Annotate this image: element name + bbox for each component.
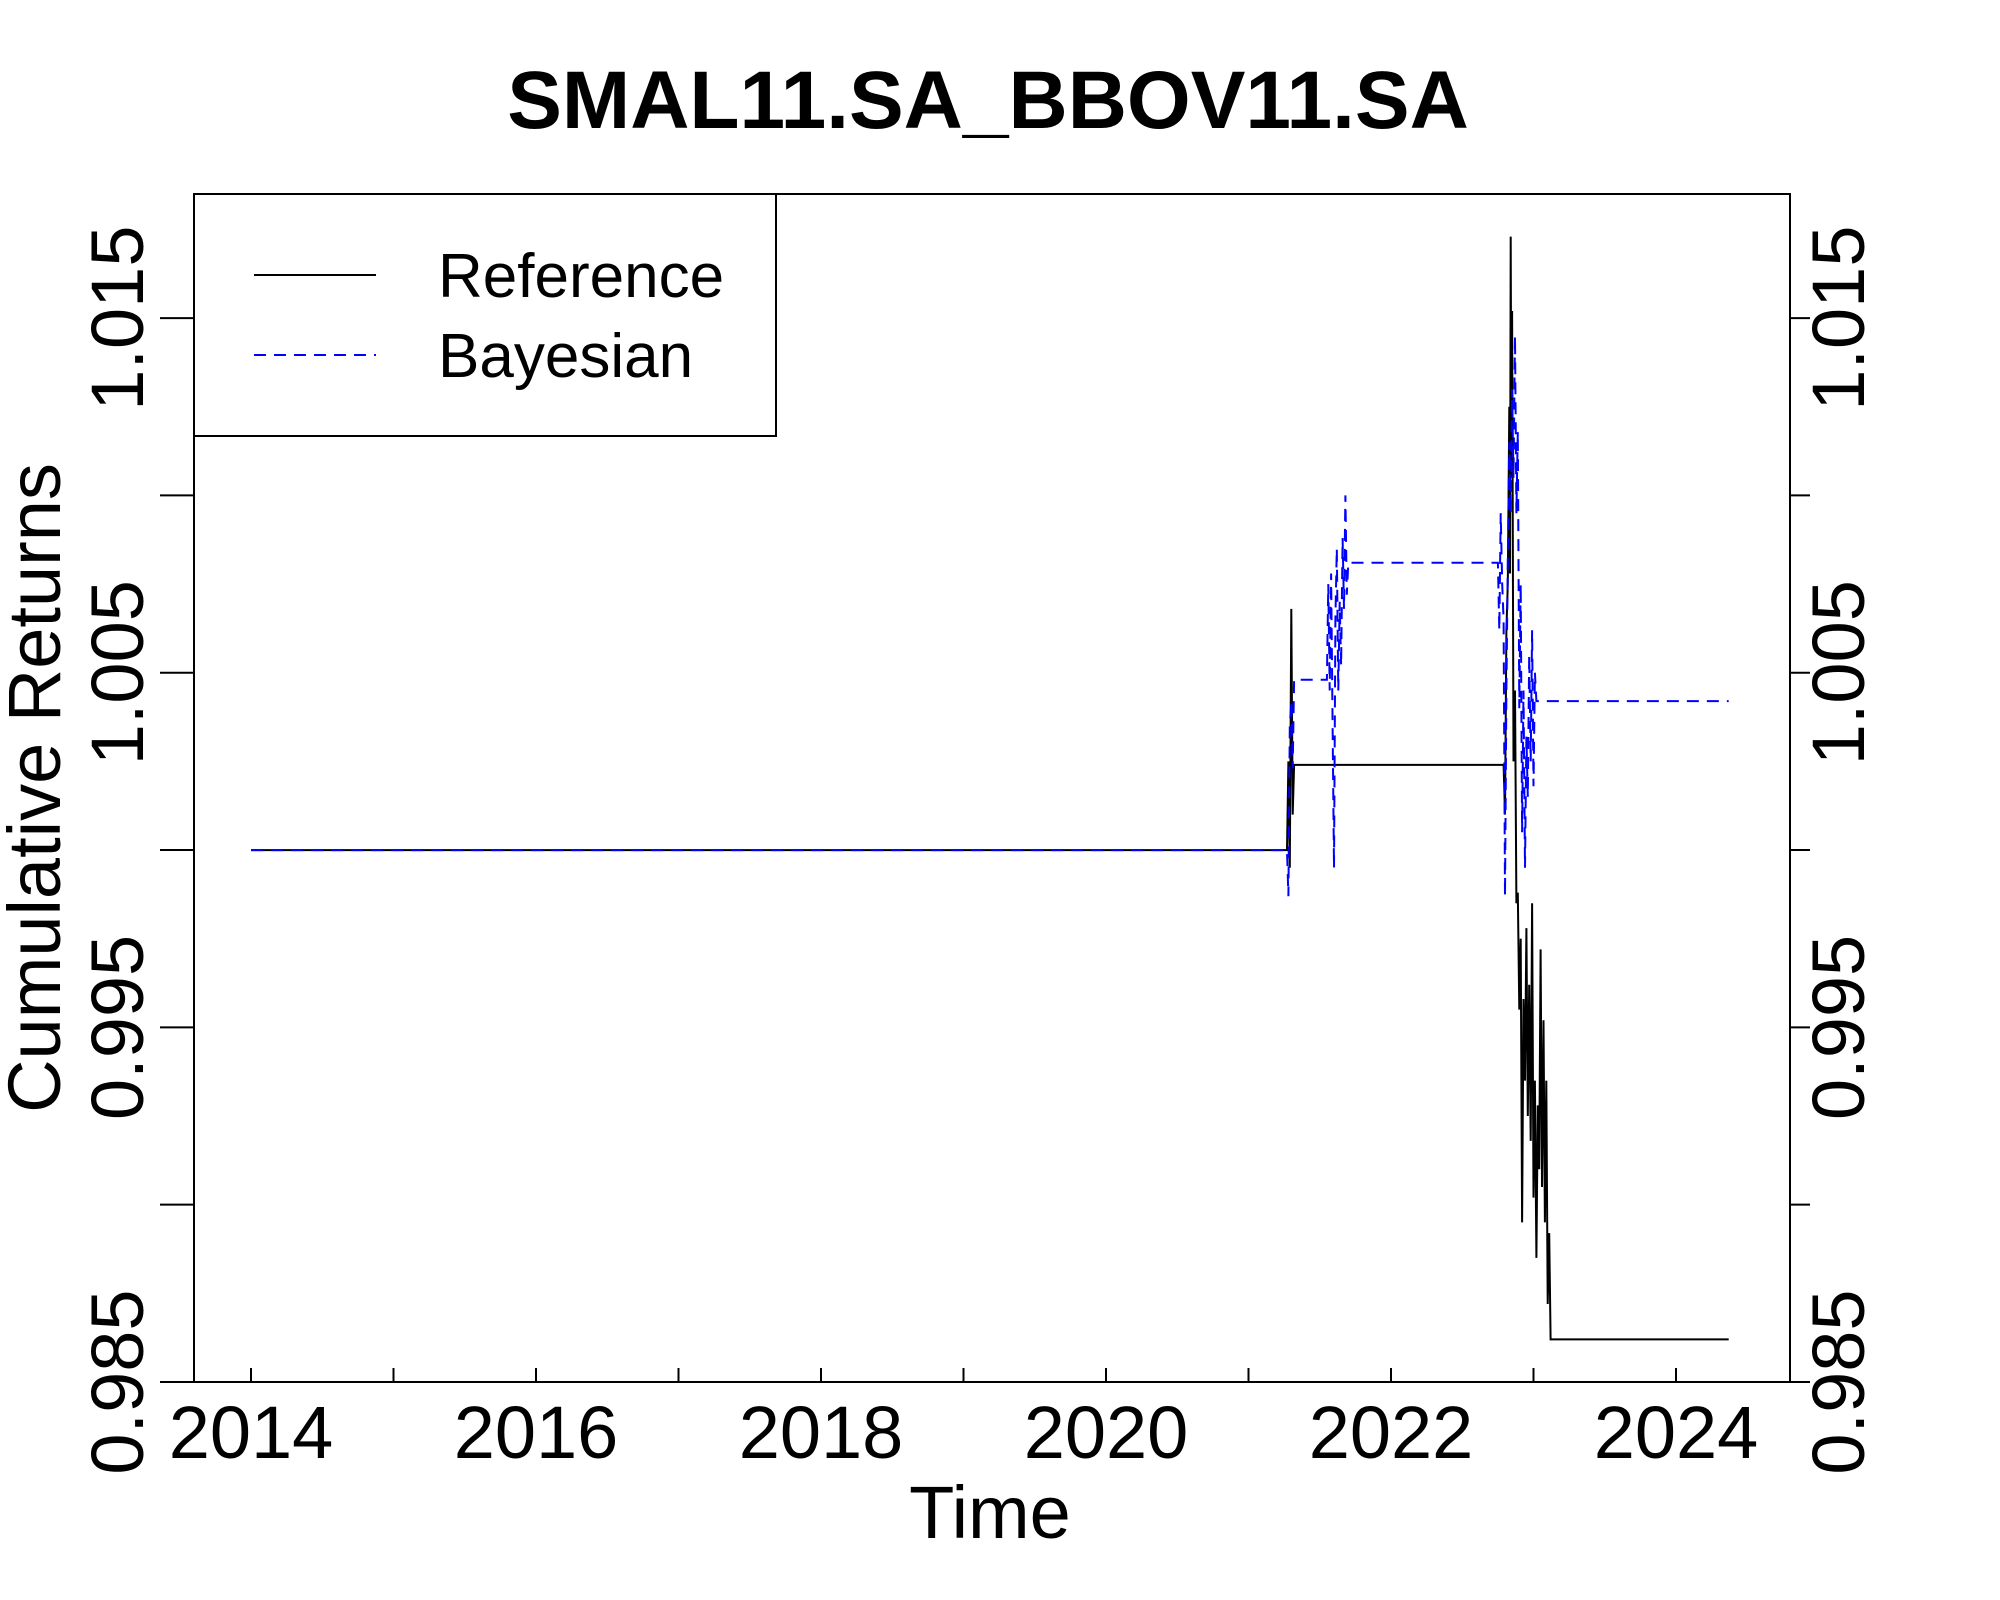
x-tick-label: 2022: [1309, 1391, 1474, 1474]
y-tick-label-left: 1.005: [76, 580, 159, 765]
y-axis-right: 0.985 0.995 1.005 1.015: [1790, 226, 1880, 1475]
x-axis: 2014 2016 2018 2020 2022 2024: [169, 1368, 1759, 1474]
plot-frame: [193, 193, 1791, 1383]
x-tick-label: 2014: [169, 1391, 334, 1474]
y-tick-label-right: 1.005: [1797, 580, 1880, 765]
y-tick-label-right: 1.015: [1797, 226, 1880, 411]
y-tick-label-right: 0.985: [1797, 1289, 1880, 1474]
legend-label-bayesian: Bayesian: [438, 322, 693, 391]
y-tick-label-left: 0.995: [76, 935, 159, 1120]
x-tick-label: 2024: [1594, 1391, 1759, 1474]
legend: Reference Bayesian: [193, 193, 777, 437]
y-tick-label-right: 0.995: [1797, 935, 1880, 1120]
y-axis-label: Cumulative Returns: [0, 463, 76, 1113]
series-layer: [251, 236, 1729, 1341]
legend-label-reference: Reference: [438, 242, 724, 311]
x-axis-label: Time: [909, 1471, 1071, 1554]
x-tick-label: 2018: [739, 1391, 904, 1474]
legend-box: [193, 193, 777, 437]
x-tick-label: 2016: [454, 1391, 619, 1474]
chart-title: SMAL11.SA_BBOV11.SA: [507, 55, 1469, 146]
series-line-bayesian: [251, 335, 1729, 897]
x-tick-label: 2020: [1024, 1391, 1189, 1474]
y-tick-label-left: 1.015: [76, 226, 159, 411]
y-tick-label-left: 0.985: [76, 1289, 159, 1474]
y-axis-left: 0.985 0.995 1.005 1.015: [76, 226, 194, 1475]
